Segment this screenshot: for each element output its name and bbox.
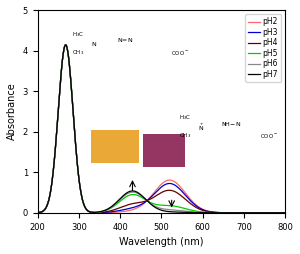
pH6 (202, 211, 205, 214)
pH5 (182, 207, 186, 210)
pH2 (100, 211, 103, 214)
pH2 (36, 211, 39, 214)
pH6 (283, 211, 287, 214)
Text: $\rm N\!H\!-\!N$: $\rm N\!H\!-\!N$ (221, 120, 241, 128)
Line: pH4: pH4 (38, 45, 285, 213)
pH6 (148, 201, 152, 204)
pH5 (202, 211, 205, 214)
Line: pH3: pH3 (38, 45, 285, 213)
pH4 (202, 209, 205, 212)
pH6 (100, 210, 103, 213)
Bar (91, 130, 139, 163)
pH3 (283, 211, 287, 214)
pH2 (223, 211, 226, 214)
Text: $\rm CH_3$: $\rm CH_3$ (72, 49, 84, 57)
Text: $\rm N$: $\rm N$ (92, 40, 98, 48)
pH7 (283, 211, 287, 214)
pH3 (64, 43, 68, 46)
pH5 (283, 211, 287, 214)
Text: $\rm COO^-$: $\rm COO^-$ (260, 132, 278, 140)
pH5 (64, 43, 68, 46)
Bar (143, 134, 185, 167)
Line: pH5: pH5 (38, 45, 285, 213)
pH7 (148, 202, 152, 205)
pH5 (80, 196, 84, 199)
pH7 (223, 211, 226, 214)
Text: $\rm \overset{+}{N}$: $\rm \overset{+}{N}$ (198, 121, 204, 133)
Line: pH6: pH6 (38, 45, 285, 213)
Legend: pH2, pH3, pH4, pH5, pH6, pH7: pH2, pH3, pH4, pH5, pH6, pH7 (245, 14, 281, 82)
pH4 (80, 196, 84, 199)
Text: $\rm CH_3$: $\rm CH_3$ (179, 131, 191, 140)
pH7 (202, 211, 205, 214)
pH3 (223, 211, 226, 214)
pH7 (36, 211, 39, 214)
pH4 (148, 198, 152, 201)
pH3 (148, 197, 152, 200)
pH3 (80, 196, 84, 199)
pH6 (182, 210, 186, 213)
pH3 (100, 211, 103, 214)
Text: $\rm COO^-$: $\rm COO^-$ (171, 49, 189, 57)
pH3 (182, 192, 186, 195)
Line: pH2: pH2 (38, 45, 285, 213)
pH3 (36, 211, 39, 214)
pH7 (182, 211, 186, 214)
pH4 (36, 211, 39, 214)
pH6 (64, 43, 68, 46)
pH6 (223, 211, 226, 214)
pH7 (80, 196, 84, 199)
pH5 (148, 201, 152, 204)
pH5 (36, 211, 39, 214)
pH2 (283, 211, 287, 214)
pH2 (80, 196, 84, 199)
pH5 (223, 211, 226, 214)
pH5 (100, 210, 103, 213)
Text: $\rm H_3C$: $\rm H_3C$ (179, 113, 191, 122)
pH4 (100, 211, 103, 214)
pH4 (182, 197, 186, 200)
pH6 (80, 196, 84, 199)
Text: $\rm N\!=\!N$: $\rm N\!=\!N$ (117, 36, 133, 44)
Line: pH7: pH7 (38, 45, 285, 213)
pH3 (202, 208, 205, 211)
X-axis label: Wavelength (nm): Wavelength (nm) (119, 237, 204, 247)
pH2 (182, 190, 186, 193)
pH2 (202, 208, 205, 211)
pH4 (64, 43, 68, 46)
pH7 (64, 43, 68, 46)
pH4 (223, 211, 226, 214)
pH6 (36, 211, 39, 214)
Y-axis label: Absorbance: Absorbance (7, 83, 17, 140)
pH7 (100, 210, 103, 213)
pH2 (64, 43, 68, 46)
pH4 (283, 211, 287, 214)
pH2 (148, 196, 152, 199)
Text: $\rm H_3C$: $\rm H_3C$ (72, 30, 85, 39)
